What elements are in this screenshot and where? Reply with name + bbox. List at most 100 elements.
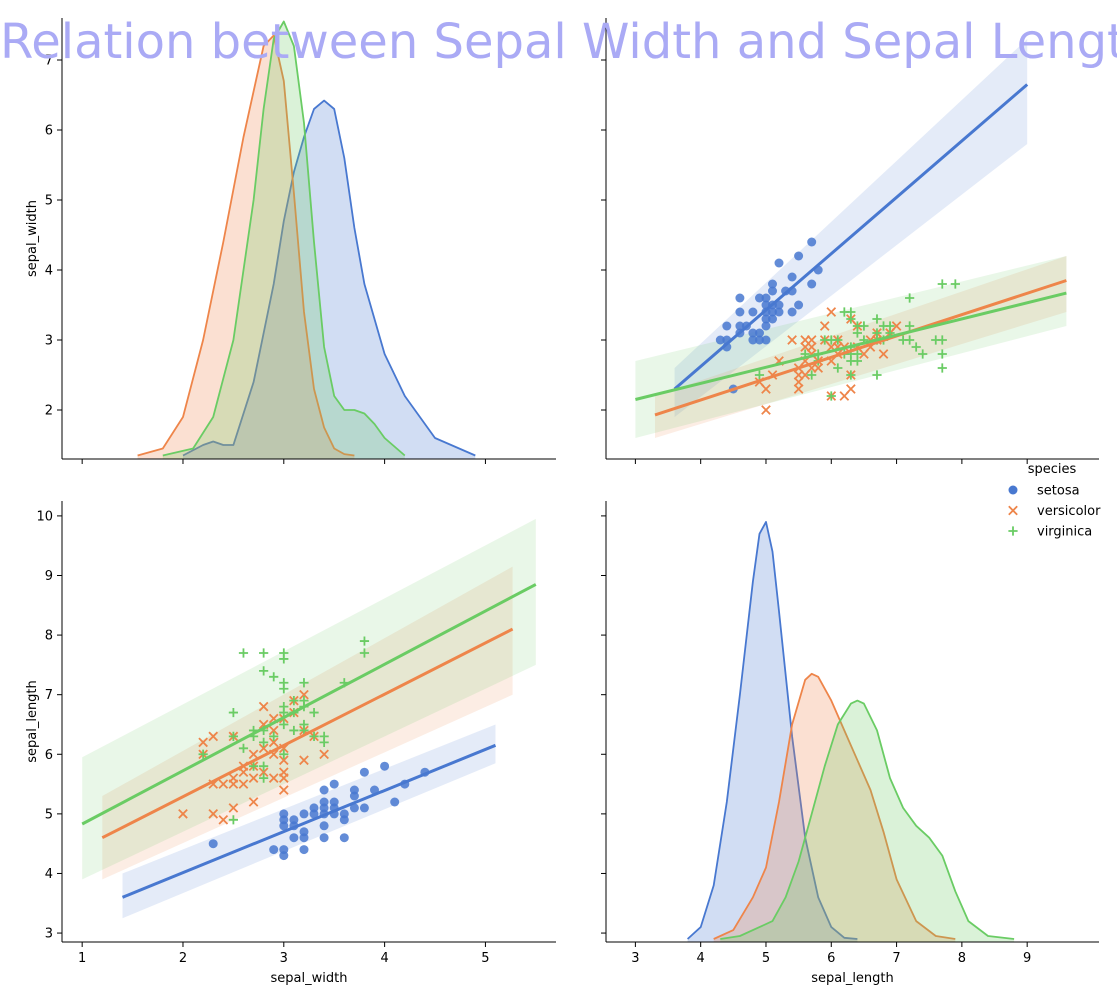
- panel-2: [601, 18, 1099, 464]
- point-versicolor: [761, 384, 771, 394]
- point-setosa: [339, 809, 349, 819]
- point-versicolor: [258, 743, 269, 754]
- regression-line-virginica: [635, 291, 1067, 401]
- point-virginica: [833, 363, 843, 373]
- point-versicolor: [299, 689, 309, 700]
- point-virginica: [852, 349, 862, 359]
- point-virginica: [259, 761, 269, 771]
- point-setosa: [329, 797, 339, 807]
- point-setosa: [794, 300, 804, 310]
- y-tick-label: 6: [45, 124, 53, 139]
- y-tick-label: 5: [45, 194, 53, 209]
- regression-line-versicolor: [101, 627, 514, 840]
- ci-band-setosa: [674, 39, 1028, 417]
- point-virginica: [859, 321, 869, 331]
- panel-plot-area: [81, 518, 537, 919]
- point-virginica: [279, 678, 289, 688]
- kde-line-versicolor: [713, 672, 956, 940]
- point-virginica: [279, 702, 289, 712]
- y-axis-label: sepal_length: [25, 680, 40, 763]
- x-tick-label: 3: [631, 951, 639, 966]
- y-tick-label: 2: [45, 404, 53, 419]
- point-setosa: [289, 833, 299, 843]
- panel-4: 3 4 5 6 7 8 9 sepal_length: [601, 501, 1099, 986]
- point-versicolor: [806, 342, 817, 352]
- x-tick-label: 5: [481, 951, 489, 966]
- x-axis-label: sepal_width: [271, 971, 348, 986]
- point-versicolor: [218, 779, 229, 789]
- point-setosa: [722, 321, 732, 331]
- point-versicolor: [278, 755, 289, 766]
- point-virginica: [918, 349, 928, 359]
- point-virginica: [937, 279, 947, 289]
- y-tick-label: 4: [45, 867, 53, 882]
- point-virginica: [872, 328, 882, 338]
- point-virginica: [279, 749, 289, 759]
- legend-label-virginica: virginica: [1037, 525, 1092, 540]
- y-tick-label: 7: [45, 54, 53, 69]
- point-setosa: [774, 258, 784, 268]
- panel-1: 2 3 4 5 6 7 sepal_width: [25, 18, 556, 464]
- point-setosa: [269, 845, 279, 855]
- point-setosa: [380, 761, 390, 771]
- point-virginica: [299, 678, 309, 688]
- y-tick-label: 9: [45, 569, 53, 584]
- kde-fill-setosa: [687, 521, 858, 942]
- point-versicolor: [813, 363, 824, 373]
- y-tick-label: 10: [36, 509, 53, 524]
- point-virginica: [937, 335, 947, 345]
- point-setosa: [748, 307, 758, 317]
- point-virginica: [905, 321, 915, 331]
- legend-title: species: [1028, 462, 1077, 477]
- legend-marker-versicolor: [1008, 505, 1018, 516]
- point-versicolor: [258, 701, 269, 712]
- point-virginica: [289, 725, 299, 736]
- ci-band-versicolor: [102, 566, 513, 880]
- point-setosa: [339, 833, 349, 843]
- x-tick-label: 1: [78, 951, 86, 966]
- kde-line-setosa: [686, 521, 858, 940]
- y-tick-label: 7: [45, 688, 53, 703]
- kde-line-setosa: [182, 99, 476, 457]
- point-versicolor: [208, 731, 219, 742]
- point-versicolor: [878, 349, 889, 359]
- point-versicolor: [846, 384, 856, 394]
- point-virginica: [309, 731, 319, 741]
- regression-line-setosa: [121, 743, 497, 899]
- point-setosa: [768, 314, 777, 324]
- point-setosa: [299, 809, 309, 819]
- point-setosa: [761, 293, 771, 303]
- point-virginica: [872, 314, 882, 324]
- x-tick-label: 5: [762, 951, 770, 966]
- point-versicolor: [198, 737, 208, 748]
- point-virginica: [872, 370, 882, 380]
- point-versicolor: [268, 725, 279, 736]
- regression-line-setosa: [673, 83, 1029, 391]
- point-virginica: [319, 731, 329, 741]
- panel-plot-area: [635, 39, 1067, 438]
- panel-plot-area: [686, 521, 1015, 942]
- point-versicolor: [268, 737, 279, 748]
- point-versicolor: [268, 773, 279, 783]
- x-tick-label: 4: [697, 951, 705, 966]
- point-setosa: [807, 279, 817, 289]
- point-versicolor: [787, 335, 797, 345]
- y-tick-label: 3: [45, 334, 53, 349]
- point-virginica: [905, 293, 915, 303]
- point-setosa: [768, 279, 777, 289]
- point-virginica: [228, 731, 238, 741]
- point-virginica: [228, 815, 238, 825]
- y-axis-label: sepal_width: [25, 200, 40, 277]
- point-setosa: [748, 335, 758, 345]
- x-tick-label: 7: [892, 951, 900, 966]
- point-setosa: [755, 335, 764, 345]
- point-setosa: [359, 767, 369, 777]
- point-setosa: [208, 839, 218, 849]
- y-tick-label: 5: [45, 807, 53, 822]
- y-tick-label: 4: [45, 264, 53, 279]
- regression-line-virginica: [81, 583, 537, 826]
- legend-marker-setosa: [1008, 485, 1018, 495]
- point-versicolor: [248, 773, 259, 783]
- x-tick-label: 9: [1023, 951, 1031, 966]
